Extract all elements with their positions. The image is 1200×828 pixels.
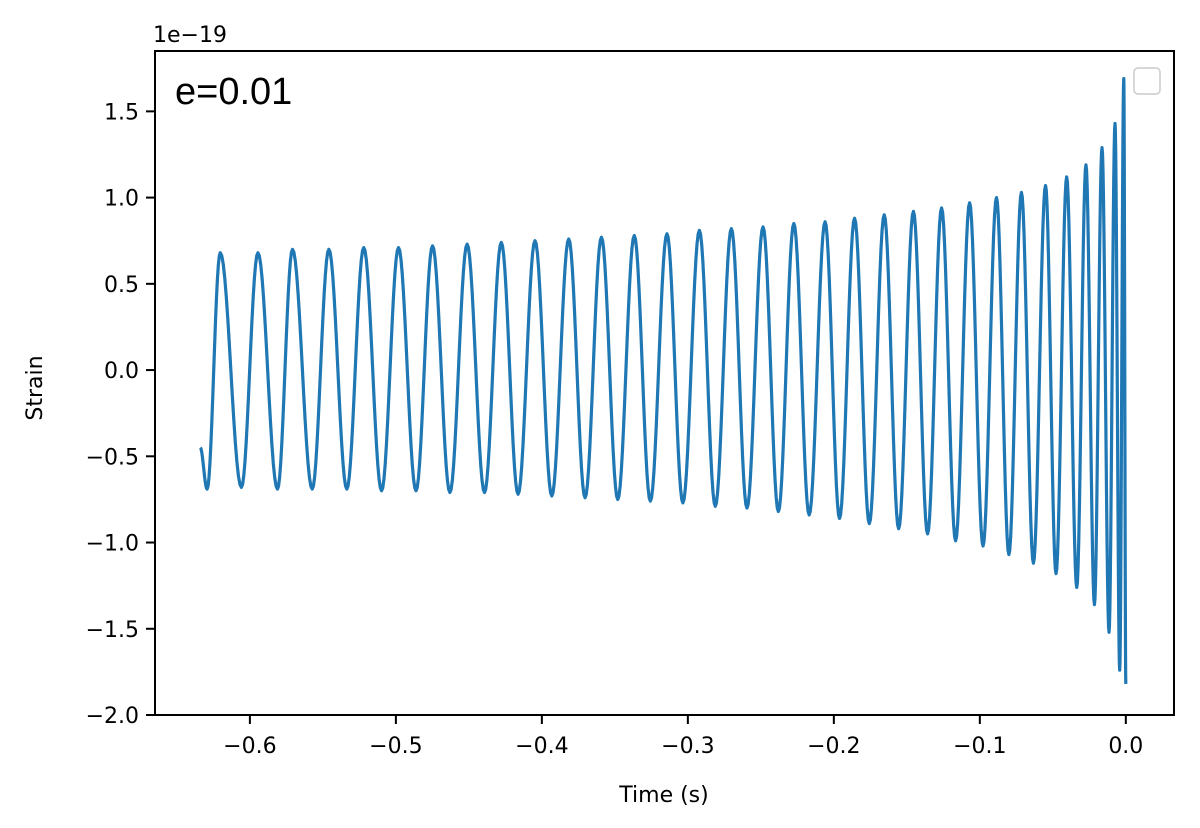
x-tick-label: −0.1: [953, 734, 1006, 759]
empty-legend-box: [1133, 67, 1161, 95]
x-tick-label: −0.3: [661, 734, 714, 759]
y-tick-label: 1.5: [104, 100, 139, 125]
y-offset-label: 1e−19: [153, 23, 227, 48]
y-tick-label: 0.5: [104, 273, 139, 298]
y-axis-ticks: −2.0 −1.5 −1.0 −0.5 0.0 0.5 1.0 1.5: [86, 100, 155, 729]
x-tick-label: 0.0: [1108, 734, 1143, 759]
x-tick-label: −0.4: [515, 734, 568, 759]
x-tick-label: −0.6: [223, 734, 276, 759]
strain-series-line: [199, 76, 1128, 684]
x-tick-label: −0.5: [369, 734, 422, 759]
y-tick-label: −1.5: [86, 618, 139, 643]
x-axis-label: Time (s): [618, 783, 708, 808]
annotation-text: e=0.01: [175, 71, 292, 113]
y-tick-label: −1.0: [86, 532, 139, 557]
x-tick-label: −0.2: [807, 734, 860, 759]
y-tick-label: −0.5: [86, 445, 139, 470]
y-tick-label: −2.0: [86, 704, 139, 729]
y-tick-label: 0.0: [104, 359, 139, 384]
series-layer: [199, 76, 1128, 684]
x-axis-ticks: −0.6 −0.5 −0.4 −0.3 −0.2 −0.1 0.0: [223, 715, 1143, 759]
y-axis-label: Strain: [23, 355, 48, 420]
plot-area-frame: [154, 50, 1175, 716]
y-tick-label: 1.0: [104, 187, 139, 212]
